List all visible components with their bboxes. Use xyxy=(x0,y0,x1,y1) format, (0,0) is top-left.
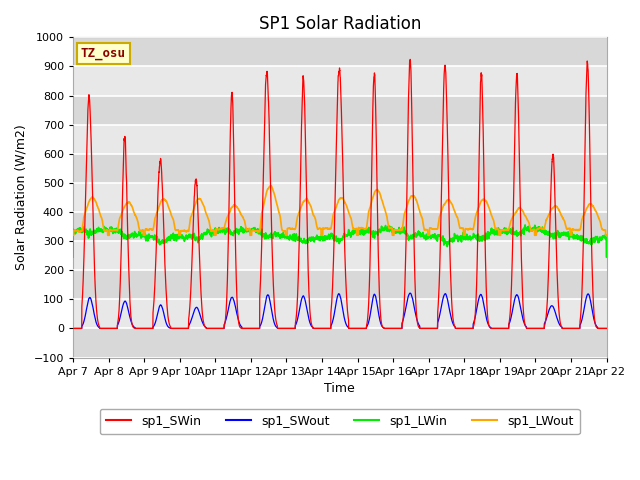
sp1_LWin xyxy=(69,254,77,260)
Bar xyxy=(73,241,607,270)
Bar xyxy=(73,300,607,328)
sp1_SWout xyxy=(406,290,414,296)
sp1_SWin xyxy=(602,325,610,331)
sp1_SWout xyxy=(69,325,77,331)
sp1_LWin xyxy=(521,222,529,228)
sp1_LWin xyxy=(429,232,437,238)
Line: sp1_LWout: sp1_LWout xyxy=(73,186,607,235)
sp1_SWin xyxy=(406,57,414,62)
sp1_LWout xyxy=(603,232,611,238)
Bar xyxy=(73,37,607,66)
Line: sp1_SWin: sp1_SWin xyxy=(73,60,607,328)
sp1_LWout xyxy=(165,205,173,211)
Bar xyxy=(73,125,607,154)
sp1_LWin xyxy=(165,237,173,243)
sp1_LWout xyxy=(460,226,467,231)
sp1_SWin xyxy=(320,325,328,331)
sp1_SWin xyxy=(460,325,467,331)
sp1_SWin xyxy=(430,325,438,331)
sp1_SWout xyxy=(430,325,438,331)
sp1_LWout xyxy=(320,226,328,231)
sp1_LWout xyxy=(430,226,438,232)
Text: TZ_osu: TZ_osu xyxy=(81,47,126,60)
Bar xyxy=(73,212,607,241)
sp1_SWout xyxy=(165,324,173,330)
sp1_SWin xyxy=(165,319,173,324)
sp1_SWout xyxy=(602,325,610,331)
Y-axis label: Solar Radiation (W/m2): Solar Radiation (W/m2) xyxy=(15,124,28,270)
sp1_SWout xyxy=(320,325,328,331)
Title: SP1 Solar Radiation: SP1 Solar Radiation xyxy=(259,15,421,33)
sp1_SWin xyxy=(69,325,77,331)
sp1_SWout xyxy=(603,325,611,331)
sp1_SWin xyxy=(490,325,497,331)
Line: sp1_SWout: sp1_SWout xyxy=(73,293,607,328)
sp1_SWout xyxy=(490,325,497,331)
sp1_LWout xyxy=(267,183,275,189)
Bar xyxy=(73,96,607,125)
Bar xyxy=(73,154,607,183)
sp1_LWin xyxy=(460,231,467,237)
sp1_LWout xyxy=(602,232,610,238)
Bar xyxy=(73,183,607,212)
Legend: sp1_SWin, sp1_SWout, sp1_LWin, sp1_LWout: sp1_SWin, sp1_SWout, sp1_LWin, sp1_LWout xyxy=(100,408,580,434)
X-axis label: Time: Time xyxy=(324,382,355,395)
sp1_SWin xyxy=(603,325,611,331)
Bar xyxy=(73,328,607,358)
sp1_LWin xyxy=(603,254,611,260)
sp1_LWin xyxy=(602,237,610,242)
Bar xyxy=(73,270,607,300)
sp1_LWin xyxy=(320,234,328,240)
sp1_SWout xyxy=(460,325,467,331)
Line: sp1_LWin: sp1_LWin xyxy=(73,225,607,257)
sp1_LWout xyxy=(490,217,497,223)
sp1_LWout xyxy=(69,232,77,238)
Bar xyxy=(73,66,607,96)
sp1_LWin xyxy=(490,228,497,234)
